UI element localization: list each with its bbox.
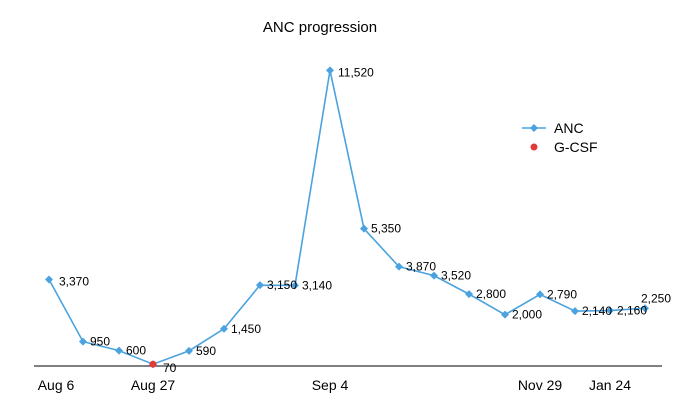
anc-data-label: 3,140 xyxy=(302,278,332,292)
anc-data-label: 590 xyxy=(196,344,216,358)
anc-data-label: 3,150 xyxy=(267,278,297,292)
x-axis-ticks: Aug 6 Aug 27 Sep 4 Nov 29 Jan 24 xyxy=(38,377,632,393)
anc-data-label: 2,140 xyxy=(582,304,612,318)
anc-data-label: 2,000 xyxy=(512,308,542,322)
anc-data-label: 3,870 xyxy=(406,260,436,274)
anc-point-marker xyxy=(291,281,299,290)
anc-point-marker xyxy=(571,307,579,316)
anc-data-label: 2,790 xyxy=(547,287,577,301)
x-tick-label: Aug 27 xyxy=(131,377,176,393)
anc-point-marker xyxy=(501,310,509,319)
anc-point-marker xyxy=(220,324,228,333)
anc-data-label: 1,450 xyxy=(231,322,261,336)
legend-gcsf-marker xyxy=(530,143,538,151)
x-tick-label: Nov 29 xyxy=(518,377,563,393)
anc-markers xyxy=(45,66,649,369)
anc-series-line xyxy=(48,70,646,366)
anc-data-label: 950 xyxy=(90,335,110,349)
anc-data-label: 2,800 xyxy=(476,287,506,301)
anc-point-marker xyxy=(185,346,193,355)
anc-point-marker xyxy=(465,290,473,299)
anc-data-label: 2,250 xyxy=(641,291,671,305)
anc-data-label: 5,350 xyxy=(371,222,401,236)
x-tick-label: Jan 24 xyxy=(589,377,631,393)
legend-anc-label: ANC xyxy=(554,120,584,136)
legend: ANC G-CSF xyxy=(522,120,598,155)
anc-point-marker xyxy=(326,66,334,75)
x-tick-label: Aug 6 xyxy=(38,377,75,393)
anc-data-label: 11,520 xyxy=(338,65,374,79)
chart-title: ANC progression xyxy=(263,19,377,36)
legend-anc-marker xyxy=(530,124,538,132)
anc-data-label: 3,520 xyxy=(441,269,471,283)
anc-point-marker xyxy=(256,281,264,290)
legend-gcsf-label: G-CSF xyxy=(554,139,598,155)
anc-data-label: 70 xyxy=(163,361,177,375)
anc-point-marker xyxy=(115,346,123,355)
anc-point-marker xyxy=(641,304,649,313)
anc-point-marker xyxy=(430,271,438,280)
anc-point-marker xyxy=(45,275,53,284)
anc-point-marker xyxy=(395,262,403,271)
anc-data-label: 3,370 xyxy=(59,275,89,289)
x-tick-label: Sep 4 xyxy=(312,377,349,393)
gcsf-markers xyxy=(149,360,157,368)
anc-point-marker xyxy=(536,290,544,299)
anc-point-marker xyxy=(79,337,87,346)
data-labels: 3,370 950 600 70 590 1,450 3,150 3,140 11,520 5,3… xyxy=(59,65,671,375)
anc-point-marker xyxy=(360,224,368,233)
anc-data-label: 600 xyxy=(126,344,146,358)
anc-data-label: 2,160 xyxy=(617,304,647,318)
gcsf-point-marker xyxy=(149,360,157,368)
anc-series-line-path xyxy=(48,70,646,366)
anc-point-marker xyxy=(606,306,614,315)
